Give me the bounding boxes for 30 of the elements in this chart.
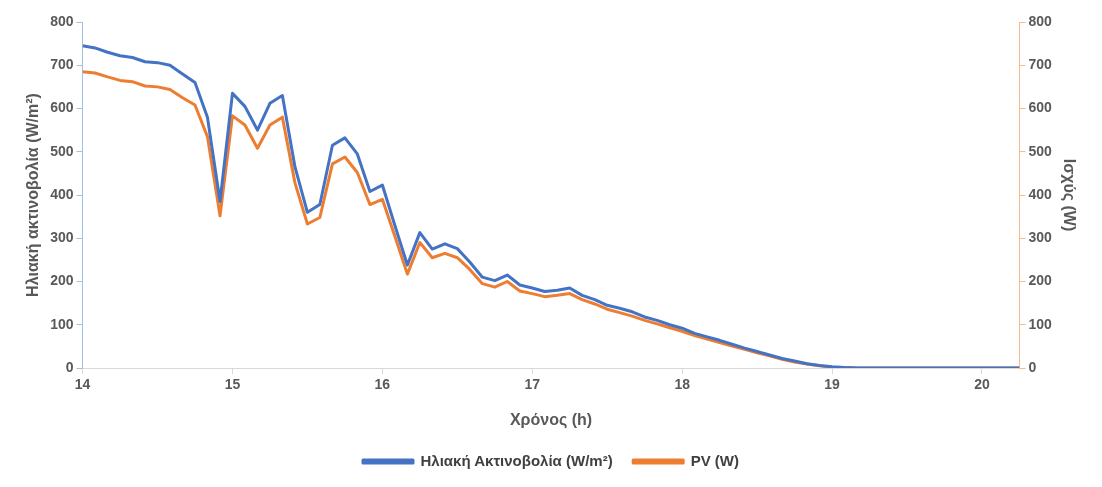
x-tick-label: 15 [224, 376, 241, 393]
y-tick-label: 600 [50, 99, 74, 116]
legend-label: PV (W) [690, 451, 740, 469]
y2-axis-title: Ισχύς (W) [1059, 158, 1078, 232]
y-tick-label: 800 [50, 12, 74, 29]
y-tick-label: 300 [50, 229, 74, 246]
y-tick-label: 700 [50, 56, 74, 73]
y-tick-label: 200 [50, 272, 74, 289]
y2-tick-label: 800 [1028, 12, 1053, 29]
y2-tick-label: 300 [1028, 229, 1053, 246]
y2-tick-label: 600 [1028, 99, 1053, 116]
y-tick-label: 400 [50, 185, 74, 202]
y2-tick-label: 700 [1028, 56, 1053, 73]
y-tick-label: 0 [65, 358, 74, 375]
x-tick-label: 17 [524, 376, 541, 393]
y2-tick-label: 200 [1028, 272, 1053, 289]
x-tick-label: 18 [674, 376, 691, 393]
x-tick-label: 16 [374, 376, 391, 393]
y2-tick-label: 100 [1028, 315, 1053, 332]
x-tick-label: 19 [824, 376, 841, 393]
x-tick-label: 20 [974, 376, 990, 393]
legend-label: Ηλιακή Ακτινοβολία (W/m²) [420, 451, 613, 469]
y2-tick-label: 0 [1028, 358, 1037, 375]
y-tick-label: 100 [50, 315, 74, 332]
y-axis-title: Ηλιακή ακτινοβολία (W/m²) [24, 93, 42, 297]
y2-tick-label: 400 [1028, 185, 1053, 202]
x-tick-label: 14 [74, 376, 91, 393]
y2-tick-label: 500 [1028, 142, 1053, 159]
x-axis-title: Χρόνος (h) [509, 410, 593, 429]
y-tick-label: 500 [50, 142, 74, 159]
